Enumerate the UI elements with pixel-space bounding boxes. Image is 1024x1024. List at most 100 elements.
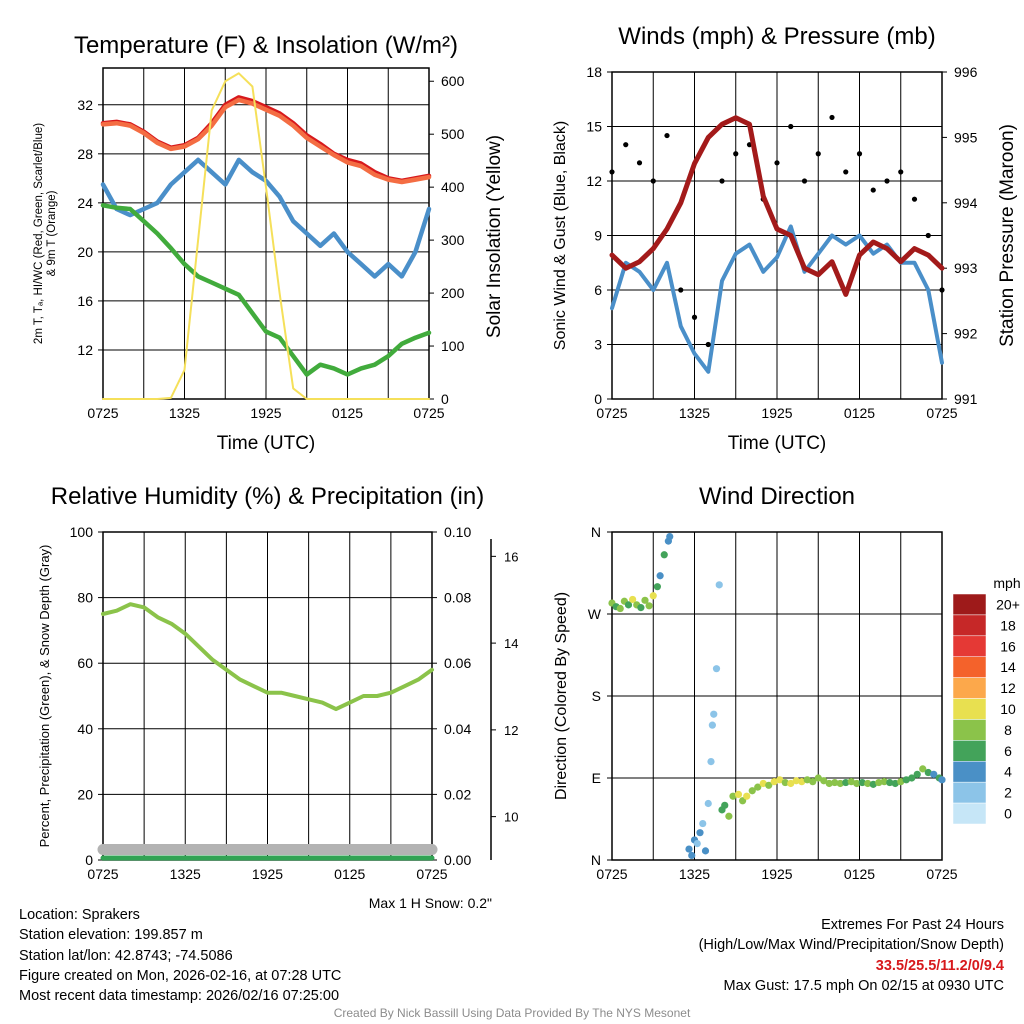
chart-title: Temperature (F) & Insolation (W/m²): [74, 32, 458, 59]
direction-point: [847, 778, 855, 786]
direction-point: [715, 581, 723, 589]
chart-title: Wind Direction: [699, 483, 855, 510]
y-tick-label: 20: [77, 786, 93, 802]
colorbar-label: 10: [1000, 701, 1016, 717]
direction-point: [919, 765, 927, 773]
x-tick-label: 0725: [416, 866, 447, 882]
y2-tick-label: 0.08: [444, 590, 471, 606]
y-tick-label: 12: [586, 173, 602, 189]
gust-point: [843, 169, 849, 175]
x-tick-label: 1925: [252, 866, 283, 882]
y2-tick-label: 100: [441, 338, 465, 354]
y-tick-label: 100: [70, 524, 94, 540]
y2-axis-label: Station Pressure (Maroon): [997, 124, 1018, 347]
x-tick-label: 0725: [596, 866, 627, 882]
y-axis-label: Percent, Precipitation (Green), & Snow D…: [37, 545, 52, 848]
gust-point: [664, 132, 670, 139]
y-tick-label: N: [591, 852, 601, 868]
y2-tick-label: 300: [441, 232, 465, 248]
direction-point: [814, 774, 822, 782]
gust-point: [870, 187, 876, 193]
x-tick-label: 1325: [679, 405, 710, 421]
gust-point: [691, 314, 698, 320]
series-line: [610, 224, 944, 374]
direction-point: [781, 778, 789, 787]
direction-point: [666, 532, 674, 541]
gust-point: [623, 142, 629, 148]
x-tick-label: 0725: [596, 405, 627, 421]
direction-point: [820, 777, 828, 785]
x-tick-label: 1325: [679, 866, 710, 882]
colorbar-swatch: [952, 593, 987, 616]
colorbar-label: 0: [1004, 806, 1012, 822]
x-tick-label: 1325: [170, 866, 201, 882]
extremes-subheader: (High/Low/Max Wind/Precipitation/Snow De…: [698, 937, 1004, 954]
direction-point: [754, 783, 762, 791]
chart-title: Relative Humidity (%) & Precipitation (i…: [51, 483, 484, 510]
gust-point: [856, 151, 863, 157]
station-info: Location: Sprakers Station elevation: 19…: [19, 905, 341, 1006]
y2-tick-label: 0.00: [444, 852, 471, 868]
x-tick-label: 0125: [332, 405, 363, 421]
gust-point: [925, 232, 931, 239]
y2-tick-label: 0.04: [444, 721, 471, 737]
direction-point: [653, 583, 661, 591]
max-gust: Max Gust: 17.5 mph On 02/15 at 0930 UTC: [723, 977, 1004, 994]
direction-point: [685, 845, 693, 853]
direction-point: [776, 776, 784, 784]
extremes-values: 33.5/25.5/11.2/0/9.4: [875, 957, 1004, 974]
direction-point: [707, 758, 715, 766]
y2-tick-label: 992: [954, 326, 978, 342]
y-tick-label: 24: [77, 195, 93, 211]
gust-point: [650, 178, 656, 184]
colorbar-swatch: [952, 740, 987, 762]
direction-point: [858, 778, 866, 787]
direction-point: [699, 819, 707, 828]
direction-point: [825, 779, 833, 788]
y3-tick-label: 10: [504, 810, 518, 825]
colorbar-label: 18: [1000, 617, 1016, 633]
colorbar-label: 16: [1000, 638, 1016, 654]
y2-tick-label: 500: [441, 126, 465, 142]
y-tick-label: S: [592, 688, 601, 704]
direction-point: [721, 801, 729, 809]
y-tick-label: N: [591, 524, 601, 540]
chart-title: Winds (mph) & Pressure (mb): [618, 23, 935, 50]
direction-point: [842, 778, 850, 787]
direction-point: [913, 770, 921, 778]
direction-point: [616, 604, 624, 613]
colorbar-swatch: [952, 698, 987, 720]
direction-point: [708, 721, 716, 729]
y2-axis-label: Solar Insolation (Yellow): [484, 135, 505, 338]
y2-tick-label: 995: [954, 129, 978, 145]
series-line: [100, 203, 432, 377]
extremes-header: Extremes For Past 24 Hours: [821, 917, 1004, 933]
y-tick-label: 12: [77, 342, 93, 358]
station-latlon: Station lat/lon: 42.8743; -74.5086: [19, 947, 233, 964]
y2-tick-label: 996: [954, 64, 978, 80]
direction-point: [637, 604, 645, 612]
direction-point: [930, 770, 938, 778]
colorbar-label: 8: [1004, 722, 1012, 738]
x-axis-label: Time (UTC): [728, 433, 827, 454]
colorbar-label: 12: [1000, 680, 1016, 696]
y-tick-label: 0: [85, 852, 93, 868]
station-elevation: Station elevation: 199.857 m: [19, 927, 203, 944]
x-tick-label: 0725: [87, 866, 118, 882]
y-tick-label: 3: [594, 337, 602, 353]
direction-point: [864, 779, 872, 788]
x-tick-label: 0725: [926, 866, 957, 882]
series-line: [101, 602, 434, 712]
colorbar-swatch: [952, 761, 987, 783]
y-tick-label: 80: [77, 590, 93, 606]
direction-point: [869, 780, 877, 788]
gust-point: [898, 169, 904, 175]
y-tick-label: 0: [594, 391, 602, 407]
y2-tick-label: 600: [441, 73, 465, 89]
y-tick-label: 60: [77, 655, 93, 671]
direction-point: [759, 779, 767, 788]
y-tick-label: W: [588, 606, 602, 622]
direction-point: [770, 778, 778, 786]
x-tick-label: 0125: [334, 866, 365, 882]
